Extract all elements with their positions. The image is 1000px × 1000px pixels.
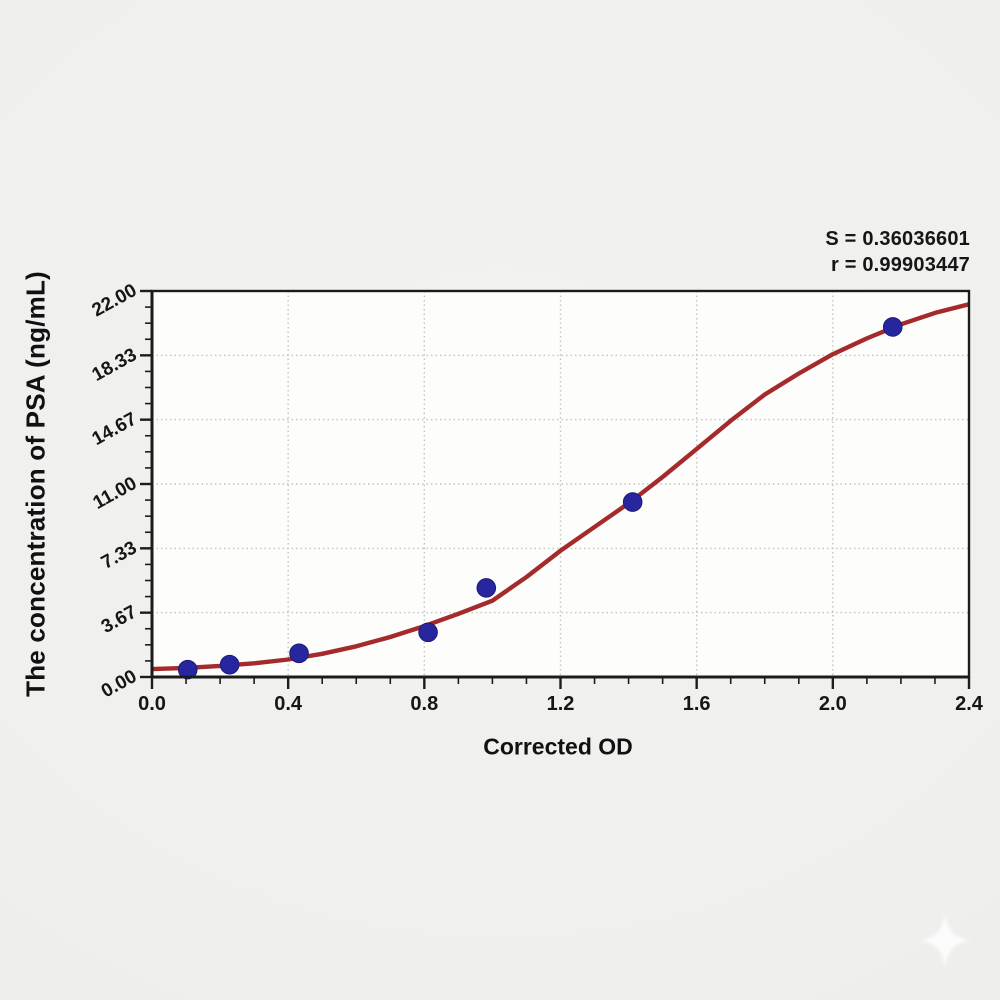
y-tick-label: 0.00 (98, 666, 141, 702)
x-tick-label: 2.4 (955, 693, 984, 715)
data-point (177, 659, 198, 680)
data-point (476, 578, 497, 598)
x-tick-label: 0.0 (138, 693, 166, 715)
data-points (177, 317, 903, 680)
axis-ticks (140, 289, 971, 689)
r-value-text: r = 0.99903447 (830, 254, 970, 276)
s-value-text: S = 0.36036601 (825, 228, 970, 250)
x-tick-label: 0.4 (274, 693, 303, 715)
y-tick-label: 14.67 (89, 409, 141, 450)
fit-statistics: S = 0.36036601 r = 0.99903447 (825, 226, 970, 278)
y-tick-label: 11.00 (90, 473, 141, 514)
data-point (622, 492, 643, 512)
y-tick-label: 18.33 (89, 344, 141, 385)
x-tick-label: 1.6 (683, 693, 711, 715)
x-tick-label: 2.0 (819, 693, 847, 715)
fit-curve (152, 302, 969, 672)
data-point (289, 643, 309, 664)
data-point (882, 317, 903, 337)
y-tick-label: 22.00 (89, 280, 141, 321)
y-tick-label: 7.33 (98, 537, 141, 573)
y-tick-label: 3.67 (98, 602, 141, 638)
sparkle-watermark-icon (917, 911, 973, 976)
x-axis-title: Corrected OD (483, 733, 633, 760)
x-tick-label: 0.8 (410, 693, 438, 715)
data-point (219, 654, 240, 675)
data-point (418, 622, 438, 643)
x-tick-label: 1.2 (547, 693, 575, 715)
fit-curve-group (152, 302, 969, 672)
